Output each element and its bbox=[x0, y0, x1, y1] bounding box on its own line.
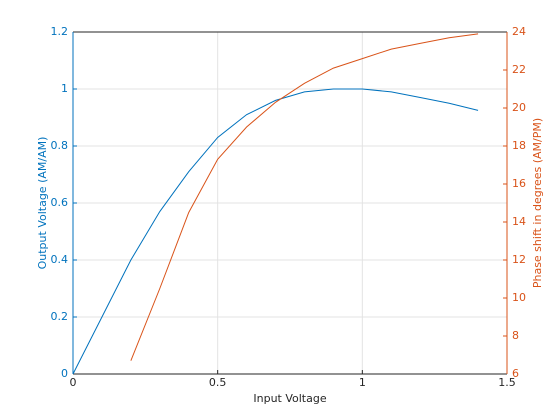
series-line bbox=[130, 33, 479, 361]
y-tick-label: 0 bbox=[61, 367, 68, 380]
y2-tick-label: 22 bbox=[512, 63, 526, 76]
x-tick-label: 0.5 bbox=[209, 376, 227, 389]
y2-tick-label: 18 bbox=[512, 139, 526, 152]
y2-tick-label: 20 bbox=[512, 101, 526, 114]
x-tick-label: 0 bbox=[70, 376, 77, 389]
y-tick-label: 1 bbox=[61, 82, 68, 95]
y2-axis-label: Phase shift in degrees (AM/PM) bbox=[531, 118, 544, 288]
y-tick-label: 0.2 bbox=[51, 310, 69, 323]
y-axis-label: Output Voltage (AM/AM) bbox=[36, 137, 49, 270]
y-tick-label: 0.6 bbox=[51, 196, 69, 209]
y-tick-label: 0.4 bbox=[51, 253, 69, 266]
y2-tick-label: 6 bbox=[512, 367, 519, 380]
y2-tick-label: 12 bbox=[512, 253, 526, 266]
y-tick-label: 1.2 bbox=[51, 25, 69, 38]
y2-tick-label: 16 bbox=[512, 177, 526, 190]
y2-tick-label: 8 bbox=[512, 329, 519, 342]
series-line bbox=[72, 88, 479, 375]
x-tick-label: 1 bbox=[359, 376, 366, 389]
y-tick-label: 0.8 bbox=[51, 139, 69, 152]
y2-tick-label: 10 bbox=[512, 291, 526, 304]
y2-tick-label: 14 bbox=[512, 215, 526, 228]
x-axis-label: Input Voltage bbox=[253, 392, 326, 405]
x-tick-label: 1.5 bbox=[498, 376, 516, 389]
y2-tick-label: 24 bbox=[512, 25, 526, 38]
